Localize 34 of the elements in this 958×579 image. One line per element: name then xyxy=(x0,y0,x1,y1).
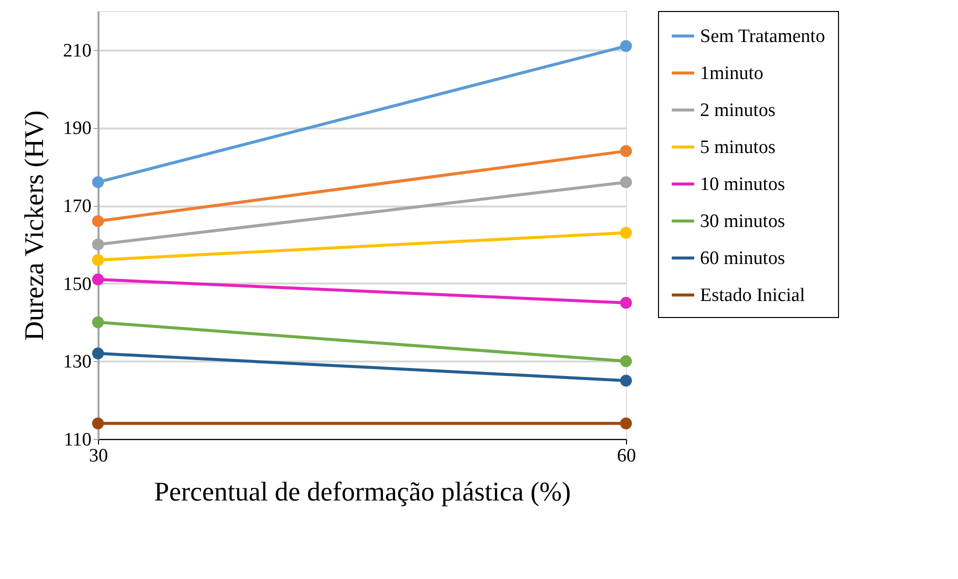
y-tick-label: 170 xyxy=(63,196,92,218)
legend-label: Sem Tratamento xyxy=(700,26,826,47)
point xyxy=(620,40,632,52)
y-tick-label: 130 xyxy=(63,352,92,373)
y-tick-label: 210 xyxy=(63,40,92,62)
point xyxy=(620,145,632,157)
legend-label: Estado Inicial xyxy=(700,285,805,306)
x-tick-label: 60 xyxy=(617,446,636,466)
legend-label: 2 minutos xyxy=(700,100,776,121)
point xyxy=(620,296,632,309)
point xyxy=(92,274,104,286)
x-axis-title: Percentual de deformação plástica (%) xyxy=(154,476,571,506)
y-tick-label: 190 xyxy=(63,118,92,140)
point xyxy=(620,418,632,430)
point xyxy=(92,347,104,360)
point xyxy=(92,418,104,430)
legend-label: 5 minutos xyxy=(700,137,776,158)
legend-label: 10 minutos xyxy=(700,174,785,195)
x-tick-label: 30 xyxy=(89,446,108,466)
point xyxy=(92,254,104,266)
legend-label: 60 minutos xyxy=(700,248,785,269)
point xyxy=(92,238,104,250)
point xyxy=(620,176,632,188)
point xyxy=(92,316,104,328)
point xyxy=(620,355,632,368)
y-tick-label: 150 xyxy=(63,274,92,295)
legend-label: 1minuto xyxy=(700,63,764,84)
point xyxy=(620,226,632,239)
legend-label: 30 minutos xyxy=(700,211,785,232)
point xyxy=(620,374,632,387)
y-axis-title: Dureza Vickers (HV) xyxy=(19,110,49,341)
point xyxy=(92,215,104,228)
y-tick-label: 110 xyxy=(64,430,92,450)
point xyxy=(92,176,104,188)
